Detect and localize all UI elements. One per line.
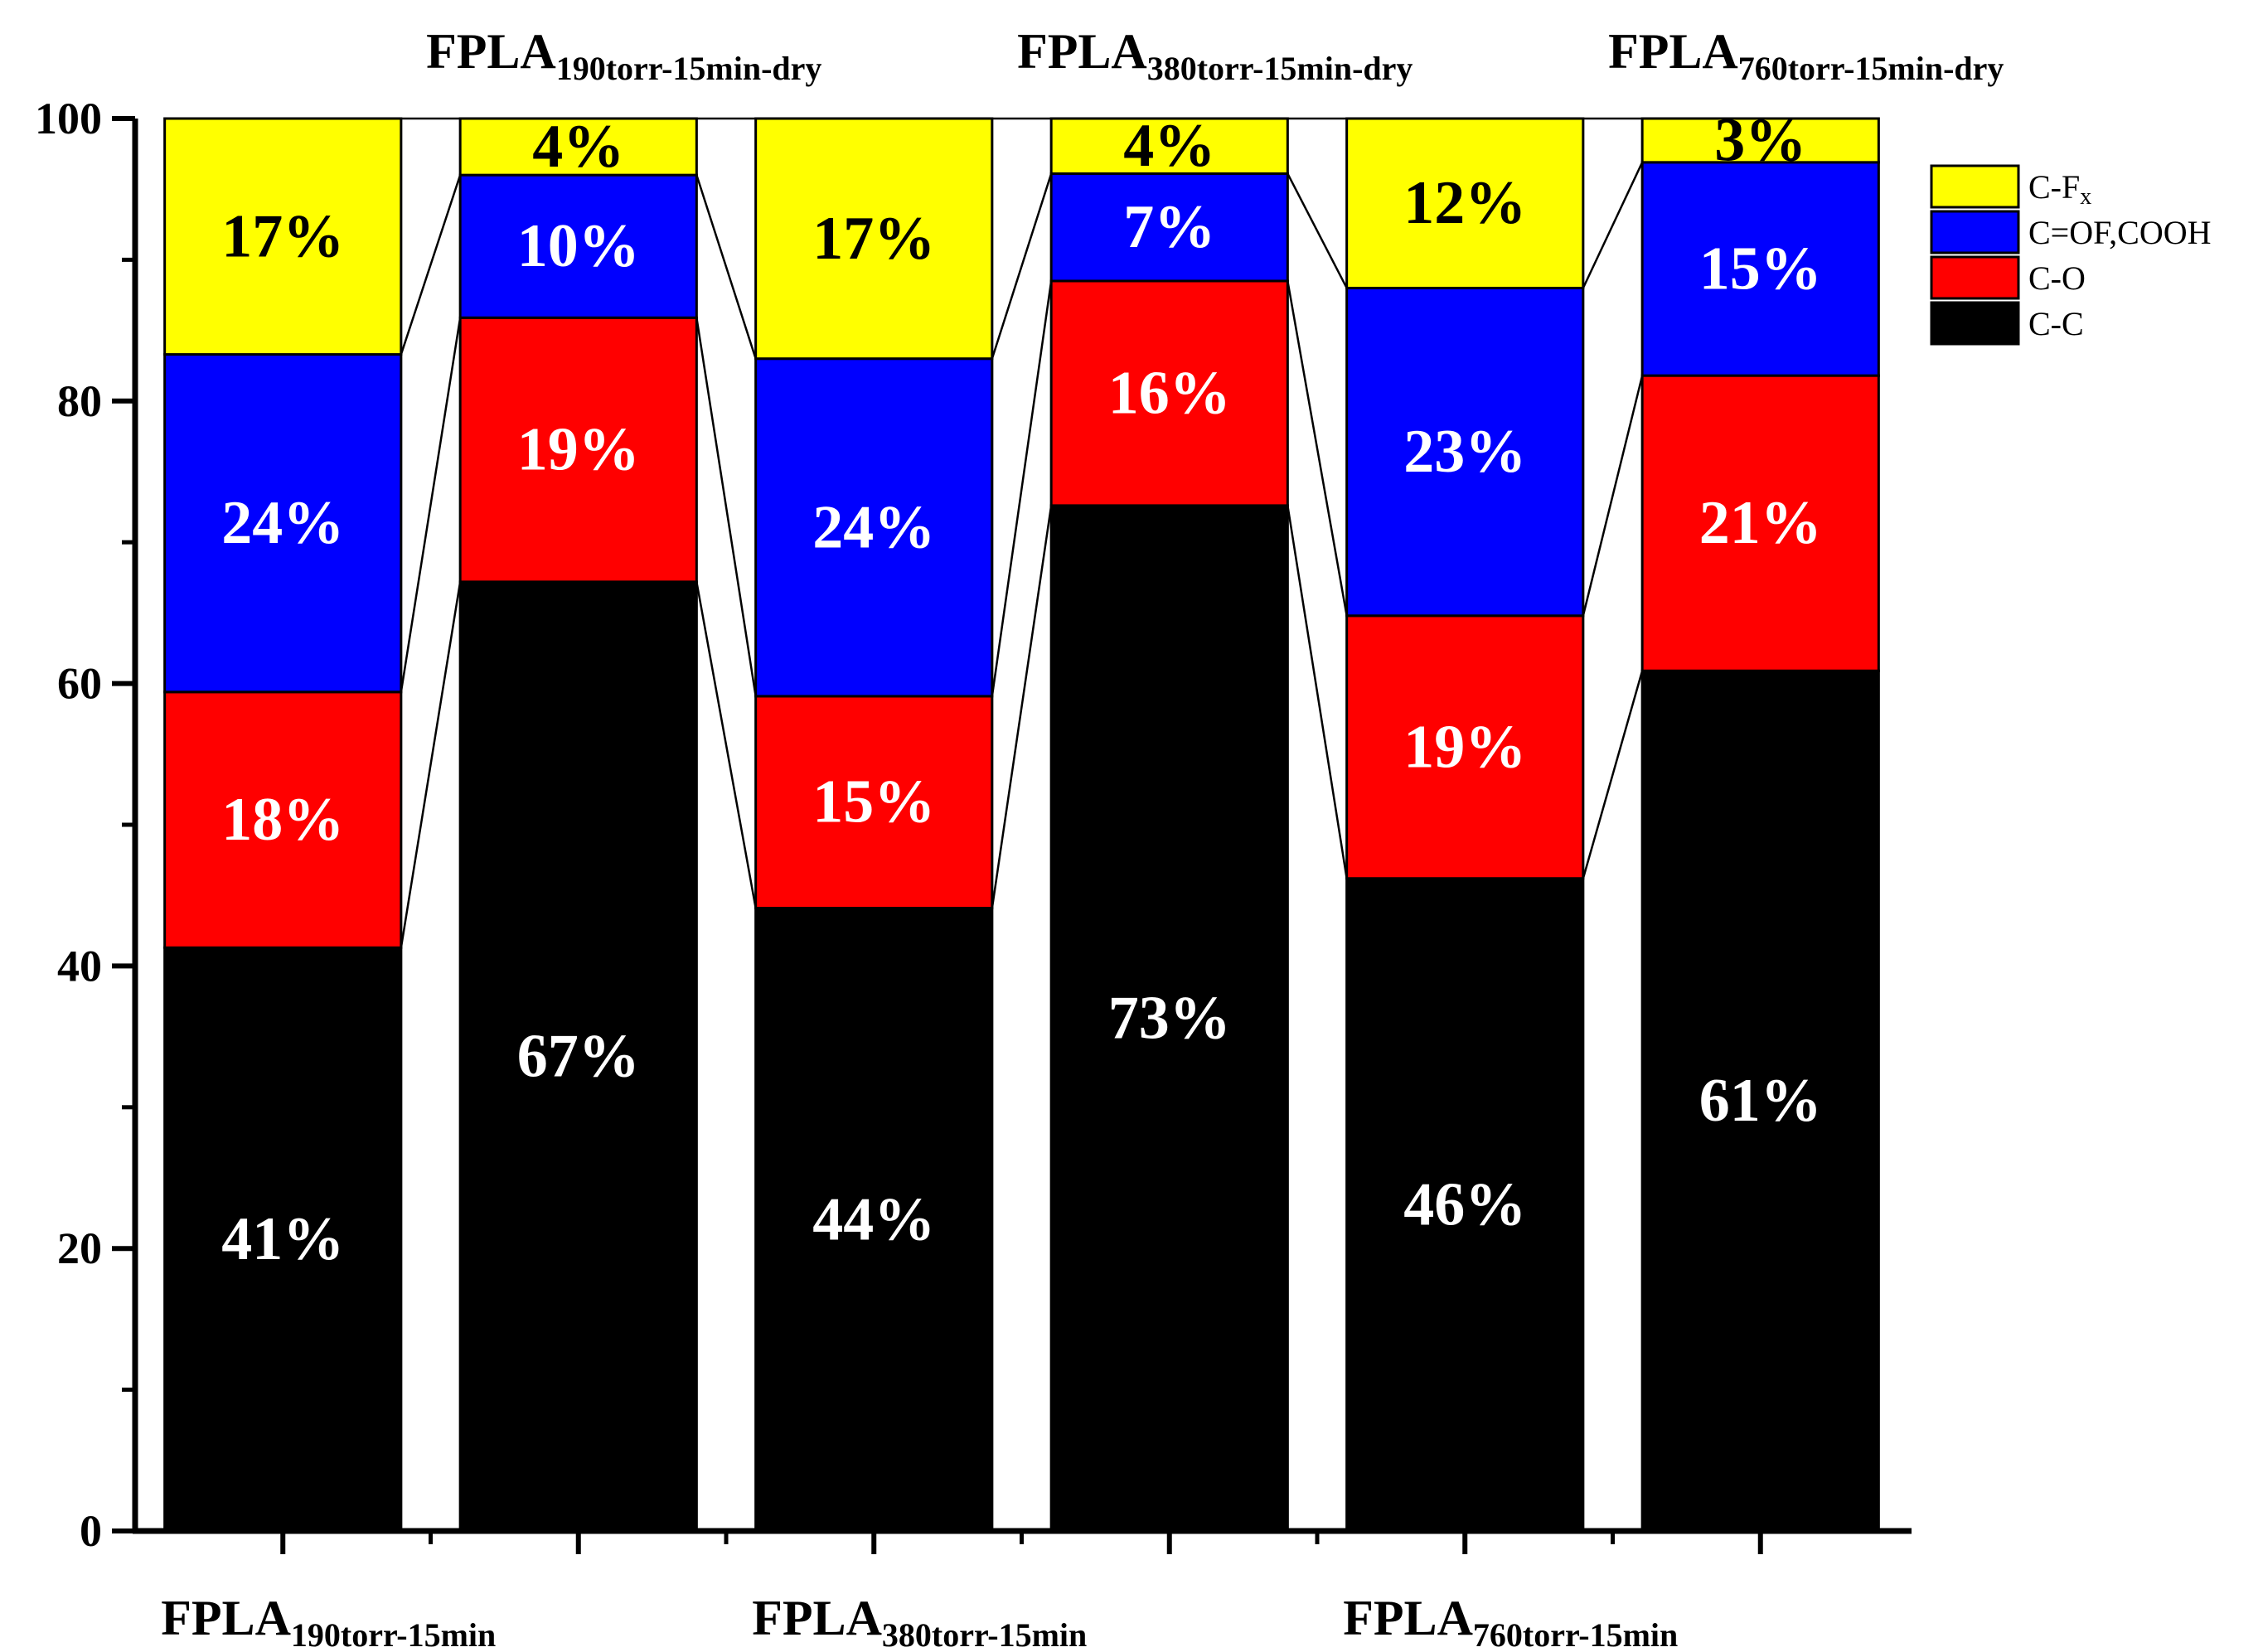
legend-label: C-Fx: [2028, 168, 2091, 210]
connector-line: [991, 505, 1053, 908]
bar-segment-c-o-5: [1345, 614, 1585, 880]
connector-line: [695, 174, 757, 360]
legend-swatch: [1930, 164, 2020, 209]
category-label-top: FPLA380torr-15min-dry: [1017, 24, 1413, 87]
bar-segment-c-c-1: [163, 946, 403, 1533]
connector-line: [1287, 505, 1348, 879]
data-label: 67%: [517, 1022, 640, 1090]
y-tick-label: 60: [57, 659, 102, 709]
category-label-top: FPLA760torr-15min-dry: [1608, 24, 2004, 87]
connector-line: [991, 280, 1053, 697]
bar-segment-c-o-6: [1640, 374, 1880, 672]
data-label: 15%: [1699, 235, 1822, 303]
data-label: 23%: [1403, 418, 1526, 486]
segment-value-labels: 41% 18% 24% 17% 67% 19% 10% 4% 44% 15% 24% 17% 73% 16…: [221, 106, 1822, 1273]
y-tick-label: 80: [57, 376, 102, 426]
connector-line: [695, 581, 757, 908]
y-tick-label: 20: [57, 1223, 102, 1273]
data-label: 18%: [221, 786, 344, 854]
bar-segment-c-f-6: [1640, 117, 1880, 164]
data-label: 17%: [812, 205, 935, 273]
data-label: 3%: [1714, 106, 1806, 174]
bar-segment-c-f-4: [1049, 117, 1289, 175]
legend-swatch: [1930, 301, 2020, 346]
data-label: 61%: [1699, 1067, 1822, 1135]
connector-line: [400, 174, 462, 355]
data-label: 21%: [1699, 489, 1822, 557]
legend-label: C=OF,COOH: [2028, 214, 2212, 251]
data-label: 46%: [1403, 1170, 1526, 1238]
data-label: 10%: [517, 212, 640, 280]
bar-segment-c-o-4: [1049, 279, 1289, 507]
axes: 0 20 40 60 80 100: [35, 94, 1912, 1556]
bar-segment-c-f-5: [1345, 117, 1585, 289]
data-label: 15%: [812, 768, 935, 836]
bar-segment-c-c-5: [1345, 877, 1585, 1533]
bar-segment-c-of-cooh-5: [1345, 286, 1585, 618]
segment-connector-lines: [400, 117, 1644, 948]
data-label: 19%: [517, 416, 640, 484]
bar-segment-c-f-2: [458, 117, 698, 177]
bar-segment-c-o-3: [754, 695, 994, 910]
bar-segment-c-o-1: [163, 690, 403, 949]
connector-line: [695, 317, 757, 697]
category-label-bottom: FPLA190torr-15min: [161, 1591, 496, 1652]
connector-line: [400, 581, 462, 948]
data-label: 19%: [1403, 713, 1526, 781]
data-label: 44%: [812, 1185, 935, 1253]
bar-segment-c-of-cooh-3: [754, 357, 994, 698]
data-label: 41%: [221, 1205, 344, 1273]
legend: C-Fx C=OF,COOH C-O C-C: [1930, 164, 2212, 346]
bar-segment-c-of-cooh-4: [1049, 172, 1289, 283]
connector-line: [1287, 280, 1348, 617]
y-tick-label: 100: [35, 94, 102, 143]
data-label: 7%: [1123, 193, 1215, 261]
y-tick-label: 0: [80, 1506, 102, 1556]
y-tick-label: 40: [57, 941, 102, 991]
bar-segment-c-f-1: [163, 117, 403, 356]
connector-line: [1287, 172, 1348, 289]
data-label: 4%: [1123, 112, 1215, 180]
data-label: 4%: [532, 113, 624, 181]
bar-segment-c-c-4: [1049, 504, 1289, 1533]
data-label: 12%: [1403, 169, 1526, 237]
bar-segment-c-of-cooh-2: [458, 173, 698, 319]
data-label: 73%: [1108, 984, 1231, 1052]
category-label-top: FPLA190torr-15min-dry: [426, 24, 821, 87]
legend-label: C-O: [2028, 259, 2086, 297]
connector-line: [1582, 375, 1644, 617]
legend-swatch: [1930, 210, 2020, 254]
connector-line: [1582, 670, 1644, 879]
category-label-bottom: FPLA380torr-15min: [752, 1591, 1087, 1652]
connector-line: [991, 173, 1053, 360]
bar-segment-c-of-cooh-1: [163, 353, 403, 694]
bar-segment-c-c-2: [458, 580, 698, 1533]
legend-swatch: [1930, 255, 2020, 300]
bar-segment-c-c-3: [754, 907, 994, 1533]
bar-segment-c-f-3: [754, 117, 994, 361]
data-label: 16%: [1108, 359, 1231, 427]
category-labels: FPLA190torr-15min FPLA190torr-15min-dry FP…: [161, 24, 2004, 1652]
connector-line: [400, 317, 462, 693]
connector-line: [1582, 162, 1644, 289]
data-label: 24%: [812, 493, 935, 561]
legend-label: C-C: [2028, 305, 2084, 342]
bar-stacks: [163, 117, 1880, 1533]
bar-segment-c-c-6: [1640, 669, 1880, 1533]
data-label: 24%: [221, 489, 344, 557]
data-label: 17%: [221, 202, 344, 270]
bar-segment-c-o-2: [458, 316, 698, 584]
category-label-bottom: FPLA760torr-15min: [1343, 1591, 1678, 1652]
